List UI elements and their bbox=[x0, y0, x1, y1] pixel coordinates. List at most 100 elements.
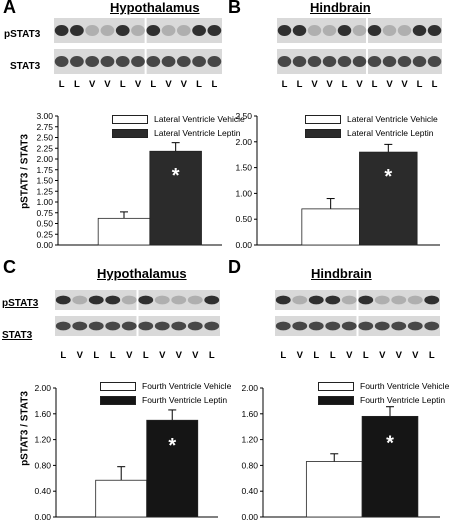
blot-band bbox=[131, 25, 145, 36]
significance-marker: * bbox=[172, 165, 180, 187]
panel-letter: D bbox=[228, 257, 241, 277]
bar-chart-d: 0.00 0.40 0.80 1.20 1.60 2.00 * bbox=[241, 383, 440, 520]
blot-band bbox=[72, 321, 88, 331]
blot-band bbox=[407, 295, 423, 305]
lane-label: L bbox=[371, 79, 378, 90]
lane-label: V bbox=[379, 350, 386, 361]
blot-band bbox=[424, 321, 440, 331]
legend-swatch-leptin bbox=[318, 396, 354, 405]
blot-band bbox=[100, 56, 115, 67]
blot-band bbox=[54, 25, 69, 36]
lane-label: L bbox=[60, 350, 67, 361]
y-tick-label: 2.50 bbox=[36, 133, 53, 143]
blot-band bbox=[187, 321, 203, 331]
blot-label-pstat3: pSTAT3 bbox=[2, 298, 39, 309]
blot-band bbox=[325, 321, 341, 331]
bar-chart-b: 0.00 0.50 1.00 1.50 2.00 2.50 * bbox=[235, 111, 440, 250]
y-tick-label: 2.00 bbox=[36, 154, 53, 164]
western-blot-image bbox=[55, 290, 220, 336]
lane-label: V bbox=[89, 79, 96, 90]
blot-band bbox=[207, 25, 222, 36]
lane-label: V bbox=[126, 350, 133, 361]
blot-band bbox=[352, 25, 367, 36]
y-tick-label: 3.00 bbox=[36, 111, 53, 121]
y-tick-label: 0.50 bbox=[36, 219, 53, 229]
blot-band bbox=[427, 25, 442, 36]
blot-band bbox=[412, 25, 427, 36]
blot-band bbox=[207, 56, 222, 67]
legend-swatch-leptin bbox=[305, 129, 341, 138]
blot-band bbox=[322, 56, 337, 67]
blot-band bbox=[322, 25, 337, 36]
blot-band bbox=[72, 295, 88, 305]
blot-band bbox=[292, 25, 307, 36]
blot-band bbox=[337, 56, 352, 67]
y-tick-label: 1.20 bbox=[34, 435, 51, 445]
legend-swatch-leptin bbox=[112, 129, 148, 138]
blot-band bbox=[176, 25, 191, 36]
y-tick-label: 1.25 bbox=[36, 186, 53, 196]
blot-band bbox=[115, 56, 130, 67]
bar-vehicle bbox=[97, 217, 151, 246]
blot-band bbox=[307, 25, 322, 36]
significance-marker: * bbox=[384, 166, 392, 188]
lane-label: L bbox=[281, 79, 288, 90]
y-tick-label: 0.75 bbox=[36, 208, 53, 218]
blot-band bbox=[275, 321, 291, 331]
western-blot-image bbox=[277, 18, 442, 74]
legend-leptin: Fourth Ventricle Leptin bbox=[360, 395, 446, 405]
y-tick-label: 0.80 bbox=[241, 460, 258, 470]
lane-label: V bbox=[134, 79, 142, 90]
y-tick-label: 0.00 bbox=[34, 512, 51, 520]
blot-band bbox=[88, 321, 104, 331]
lane-label: L bbox=[208, 350, 215, 361]
blot-band bbox=[397, 56, 412, 67]
y-tick-label: 1.20 bbox=[241, 435, 258, 445]
legend-vehicle: Lateral Ventricle Vehicle bbox=[347, 114, 438, 124]
blot-band bbox=[85, 25, 100, 36]
legend-vehicle: Fourth Ventricle Vehicle bbox=[360, 381, 450, 391]
bar-chart-a: 0.000.250.500.751.001.251.501.752.002.25… bbox=[36, 111, 222, 250]
blot-band bbox=[138, 321, 154, 331]
significance-marker: * bbox=[386, 433, 394, 455]
blot-band bbox=[397, 25, 412, 36]
lane-label: V bbox=[311, 79, 318, 90]
blot-band bbox=[367, 56, 382, 67]
blot-band bbox=[105, 321, 121, 331]
western-blot-image bbox=[275, 290, 440, 336]
lane-label: L bbox=[428, 350, 435, 361]
legend-swatch-leptin bbox=[100, 396, 136, 405]
lane-label: L bbox=[150, 79, 157, 90]
lane-label: L bbox=[196, 79, 202, 90]
blot-band bbox=[292, 295, 308, 305]
legend-swatch-vehicle bbox=[305, 115, 341, 124]
lane-label: V bbox=[395, 350, 402, 361]
lane-label: L bbox=[313, 350, 320, 361]
blot-band bbox=[292, 56, 307, 67]
lane-label: V bbox=[412, 350, 419, 361]
lane-label: V bbox=[192, 350, 199, 361]
blot-band bbox=[161, 56, 176, 67]
blot-band bbox=[391, 295, 407, 305]
blot-band bbox=[70, 25, 84, 36]
lane-label: L bbox=[211, 79, 218, 90]
panel-letter: A bbox=[3, 0, 16, 17]
legend-swatch-vehicle bbox=[318, 382, 354, 391]
y-tick-label: 1.00 bbox=[235, 188, 252, 198]
blot-band bbox=[154, 321, 170, 331]
blot-label-stat3: STAT3 bbox=[2, 330, 33, 341]
lane-label: V bbox=[180, 79, 187, 90]
blot-band bbox=[85, 56, 100, 67]
bar-leptin bbox=[361, 415, 419, 518]
bar-leptin bbox=[149, 150, 202, 246]
y-tick-label: 1.00 bbox=[36, 197, 53, 207]
blot-band bbox=[382, 56, 397, 67]
blot-band bbox=[427, 56, 442, 67]
blot-band bbox=[337, 25, 352, 36]
legend-swatch-vehicle bbox=[112, 115, 148, 124]
blot-band bbox=[171, 295, 187, 305]
legend-vehicle: Fourth Ventricle Vehicle bbox=[142, 381, 232, 391]
blot-band bbox=[308, 295, 324, 305]
